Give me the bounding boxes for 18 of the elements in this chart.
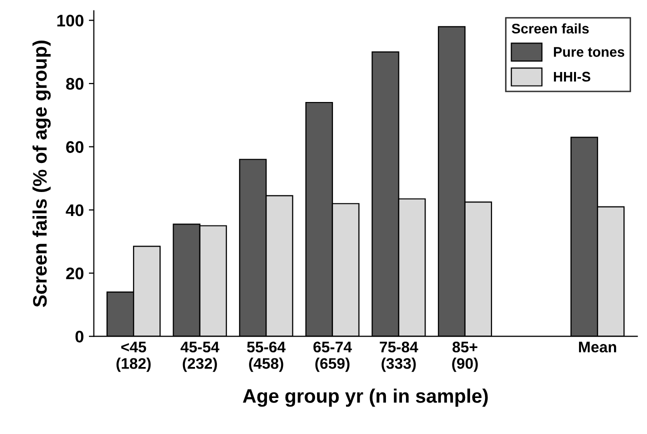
x-axis-title: Age group yr (n in sample) — [242, 388, 488, 407]
y-tick-label: 60 — [66, 141, 84, 153]
x-tick-label: 55-64 (458) — [247, 342, 286, 372]
legend-label: Pure tones — [554, 47, 624, 57]
y-tick-label: 20 — [66, 268, 84, 280]
y-tick-label: 0 — [75, 330, 84, 343]
x-tick-label: 45-54 (232) — [180, 342, 220, 372]
x-tick-label: <45 (182) — [116, 342, 151, 372]
y-tick-label: 100 — [57, 14, 84, 27]
x-tick-label: 75-84 (333) — [380, 342, 418, 372]
x-tick-label: 85+ (90) — [452, 342, 478, 372]
y-tick-label: 80 — [66, 78, 84, 90]
x-tick-label: Mean — [579, 342, 616, 352]
y-tick-label: 40 — [66, 204, 84, 216]
legend-label: HHI-S — [554, 72, 590, 82]
legend-title: Screen fails — [512, 23, 589, 34]
y-axis-title: Screen fails (% of age group) — [32, 40, 51, 308]
x-tick-label: 65-74 (659) — [313, 342, 352, 372]
